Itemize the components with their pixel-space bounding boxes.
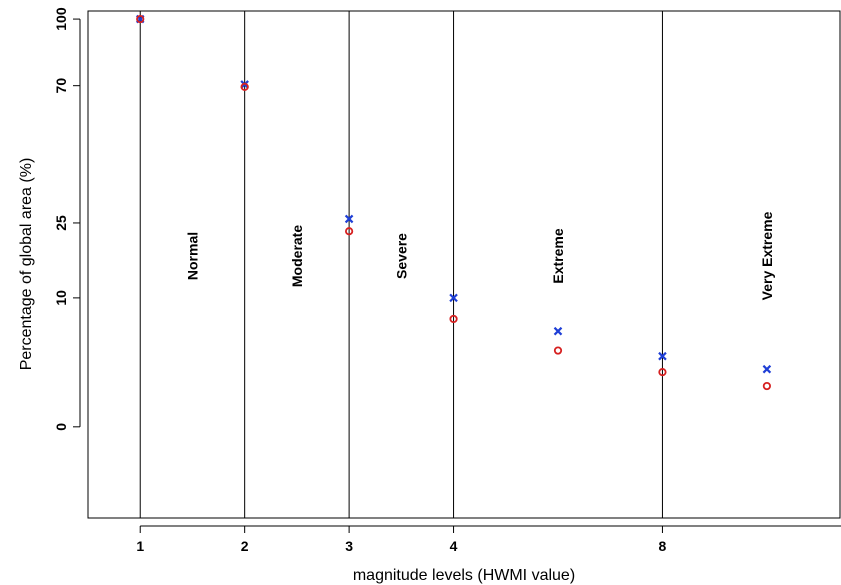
point-o-4 <box>449 314 458 324</box>
point-o-2 <box>240 82 249 91</box>
data-points <box>135 14 772 391</box>
point-x-5 <box>553 326 563 336</box>
x-tick-label-2: 2 <box>241 538 249 554</box>
point-x-4 <box>449 293 458 303</box>
point-x-stroke-b <box>449 293 458 303</box>
x-axis-title: magnitude levels (HWMI value) <box>353 567 575 584</box>
y-tick-label-25: 25 <box>53 215 69 231</box>
point-x-3 <box>344 214 354 224</box>
x-tick-label-1: 1 <box>136 538 144 554</box>
y-axis: 0 10 25 70 100 <box>53 7 81 431</box>
plot-frame <box>87 10 841 519</box>
point-x-6 <box>658 351 667 361</box>
point-o-6 <box>658 368 667 377</box>
region-label-severe: Severe <box>393 233 409 279</box>
region-label-very-extreme: Very Extreme <box>759 211 775 300</box>
x-tick-label-8: 8 <box>659 538 667 554</box>
x-tick-label-3: 3 <box>345 538 353 554</box>
point-x-stroke-b <box>553 326 563 336</box>
point-x-stroke-b <box>762 364 772 374</box>
x-axis: 123481632 <box>136 525 841 554</box>
y-tick-label-100: 100 <box>53 7 69 31</box>
region-boundaries <box>139 11 663 518</box>
point-o-1 <box>136 14 145 24</box>
region-label-normal: Normal <box>184 232 200 280</box>
point-x-stroke-b <box>658 351 667 361</box>
point-x-7 <box>762 364 772 374</box>
point-x-stroke-b <box>344 214 354 224</box>
y-tick-label-10: 10 <box>53 290 69 306</box>
point-o-7 <box>762 381 771 391</box>
y-tick-label-0: 0 <box>53 423 69 431</box>
region-label-moderate: Moderate <box>289 225 305 287</box>
x-tick-label-4: 4 <box>450 538 458 554</box>
region-label-extreme: Extreme <box>550 228 566 283</box>
y-axis-title: Percentage of global area (%) <box>18 158 35 371</box>
point-o-5 <box>553 346 563 355</box>
point-o-3 <box>345 227 354 236</box>
y-tick-label-70: 70 <box>53 78 69 94</box>
